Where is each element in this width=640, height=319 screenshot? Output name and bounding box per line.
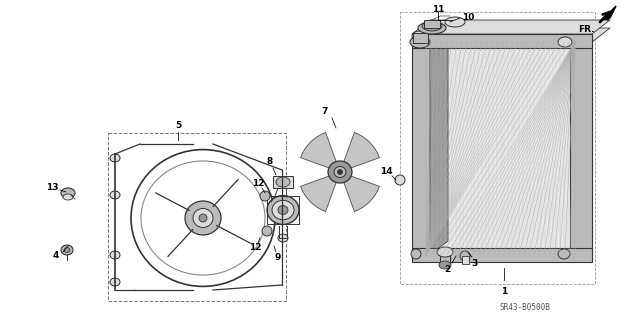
Bar [570, 42, 592, 255]
Ellipse shape [411, 249, 421, 259]
Ellipse shape [558, 37, 572, 47]
Ellipse shape [64, 248, 70, 253]
Ellipse shape [267, 196, 299, 224]
Polygon shape [412, 20, 610, 34]
Ellipse shape [334, 167, 346, 177]
Text: 1: 1 [501, 287, 507, 296]
Text: FR.: FR. [578, 25, 595, 34]
Ellipse shape [445, 17, 465, 27]
Bar [424, 20, 440, 28]
Bar [413, 33, 428, 43]
Ellipse shape [61, 188, 75, 198]
Bar [440, 252, 450, 266]
Ellipse shape [110, 191, 120, 199]
Text: 8: 8 [267, 158, 273, 167]
Ellipse shape [418, 22, 446, 34]
Ellipse shape [193, 209, 213, 227]
Polygon shape [570, 28, 610, 42]
Polygon shape [301, 175, 337, 211]
Polygon shape [602, 6, 616, 20]
Ellipse shape [110, 154, 120, 162]
Ellipse shape [278, 205, 288, 214]
Bar [108, 133, 286, 301]
Text: 3: 3 [471, 259, 477, 269]
Ellipse shape [110, 251, 120, 259]
Circle shape [199, 214, 207, 222]
Text: 11: 11 [432, 4, 444, 13]
Circle shape [337, 169, 342, 174]
Text: SR43-B0500B: SR43-B0500B [500, 303, 550, 313]
Bar [462, 256, 469, 264]
Ellipse shape [276, 177, 290, 187]
Bar [400, 12, 595, 284]
Ellipse shape [558, 249, 570, 259]
Text: 14: 14 [380, 167, 392, 176]
Ellipse shape [262, 226, 272, 236]
Ellipse shape [63, 194, 73, 200]
Polygon shape [344, 132, 380, 168]
Ellipse shape [395, 175, 405, 185]
Text: 7: 7 [322, 108, 328, 116]
Text: 2: 2 [444, 265, 450, 275]
Text: 13: 13 [45, 183, 58, 192]
Text: 10: 10 [462, 13, 474, 23]
Bar [267, 196, 299, 224]
Bar [412, 248, 592, 262]
Bar [412, 42, 430, 255]
Ellipse shape [410, 36, 430, 48]
Ellipse shape [437, 247, 453, 257]
Ellipse shape [272, 200, 294, 220]
Text: 4: 4 [53, 251, 59, 261]
Text: 12: 12 [252, 180, 264, 189]
Text: 5: 5 [175, 121, 181, 130]
Ellipse shape [412, 31, 428, 41]
Ellipse shape [61, 245, 73, 255]
Bar [273, 176, 293, 188]
Polygon shape [412, 28, 448, 42]
Ellipse shape [328, 161, 352, 183]
Ellipse shape [422, 21, 442, 31]
Ellipse shape [185, 201, 221, 235]
Ellipse shape [260, 191, 270, 201]
Text: 12: 12 [249, 243, 261, 253]
Polygon shape [430, 28, 448, 255]
Bar [426, 42, 575, 255]
Ellipse shape [439, 261, 451, 269]
Ellipse shape [110, 278, 120, 286]
Ellipse shape [278, 234, 288, 242]
Bar [412, 34, 592, 48]
Polygon shape [344, 175, 380, 211]
Ellipse shape [460, 251, 470, 261]
Text: 9: 9 [275, 254, 281, 263]
Polygon shape [301, 132, 337, 168]
